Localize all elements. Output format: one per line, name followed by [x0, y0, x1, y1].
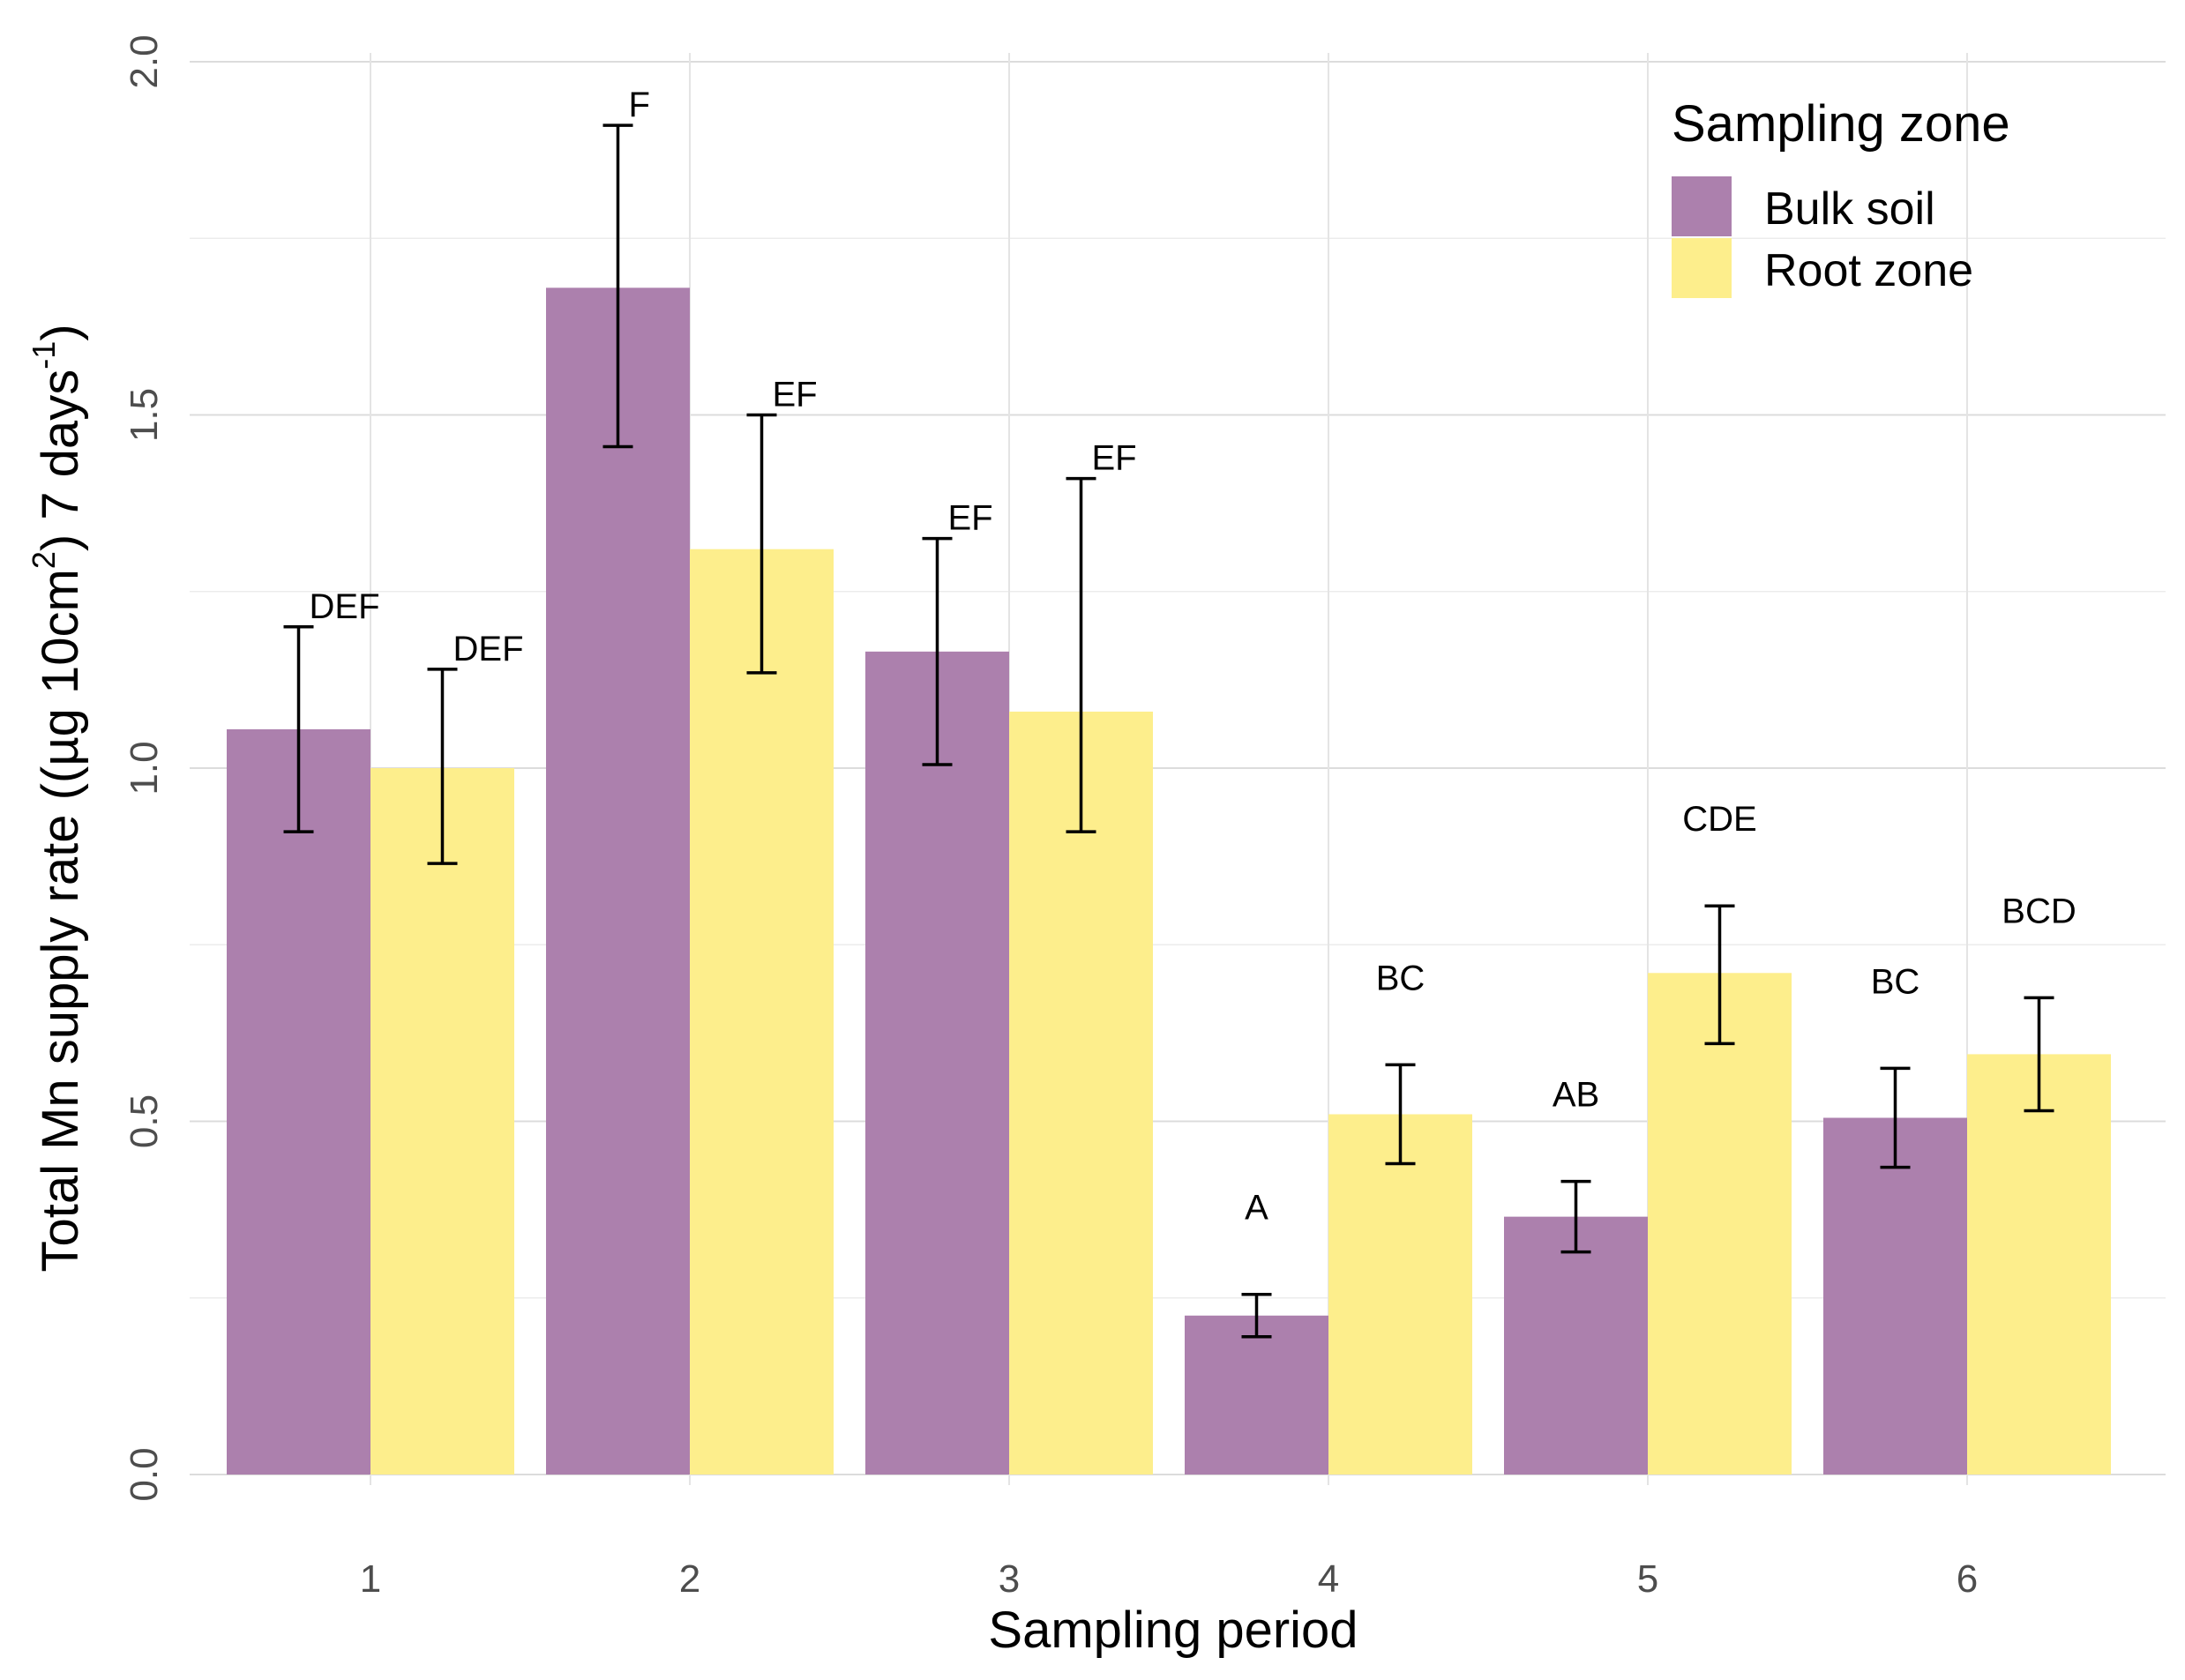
legend-label-root-zone: Root zone	[1764, 245, 1973, 296]
significance-letter: EF	[773, 376, 818, 414]
legend: Sampling zone Bulk soil Root zone	[1672, 95, 2010, 298]
significance-letter: DEF	[310, 587, 380, 626]
significance-letter: DEF	[453, 630, 524, 668]
significance-letters: DEF F EF A AB BC DEF EF EF BC CDE BCD	[310, 86, 2076, 1228]
y-tick-label: 2.0	[123, 34, 166, 88]
x-tick-label: 2	[679, 1557, 700, 1601]
y-tick-label: 1.0	[123, 741, 166, 795]
significance-letter: A	[1245, 1189, 1268, 1228]
legend-swatch-root-zone	[1672, 238, 1732, 298]
y-tick-label: 0.5	[123, 1094, 166, 1148]
significance-letter: CDE	[1682, 800, 1756, 839]
y-axis-title: Total Mn supply rate ((µg 10cm2) 7 days-…	[26, 324, 89, 1272]
x-tick-label: 5	[1637, 1557, 1658, 1601]
significance-letter: BC	[1376, 959, 1425, 997]
legend-label-bulk-soil: Bulk soil	[1764, 183, 1935, 235]
y-axis-title-end: )	[32, 324, 89, 340]
y-axis-title-main: Total Mn supply rate ((µg 10cm	[32, 569, 89, 1272]
bar	[546, 287, 690, 1475]
x-tick-label: 6	[1957, 1557, 1978, 1601]
y-axis-title-sup2: -1	[26, 341, 62, 370]
significance-letter: BCD	[2002, 892, 2076, 930]
x-tick-label: 4	[1318, 1557, 1339, 1601]
bar	[1967, 1054, 2111, 1475]
bars	[227, 287, 2111, 1475]
bar	[370, 768, 514, 1475]
bar	[1648, 973, 1792, 1475]
bar	[690, 549, 834, 1475]
y-axis-title-mid: ) 7 days	[32, 370, 89, 551]
y-axis-title-sup1: 2	[26, 551, 62, 569]
y-tick-label: 0.0	[123, 1447, 166, 1501]
x-tick-label: 3	[999, 1557, 1020, 1601]
legend-title: Sampling zone	[1672, 95, 2010, 153]
bar	[227, 728, 370, 1475]
significance-letter: EF	[948, 499, 993, 538]
legend-swatch-bulk-soil	[1672, 176, 1732, 236]
significance-letter: AB	[1553, 1076, 1599, 1115]
bar	[1823, 1117, 1967, 1475]
bar	[1185, 1315, 1328, 1475]
x-tick-label: 1	[360, 1557, 381, 1601]
y-tick-labels: 0.0 0.5 1.0 1.5 2.0	[123, 34, 166, 1501]
significance-letter: F	[629, 86, 650, 124]
bar	[865, 651, 1009, 1475]
x-axis-title: Sampling period	[988, 1602, 1358, 1659]
bar	[1328, 1114, 1472, 1475]
significance-letter: EF	[1092, 439, 1137, 478]
bar	[1504, 1216, 1648, 1475]
y-tick-label: 1.5	[123, 388, 166, 442]
bar	[1009, 711, 1153, 1475]
error-bars	[283, 123, 2054, 1339]
significance-letter: BC	[1871, 962, 1920, 1001]
x-tick-labels: 1 2 3 4 5 6	[360, 1557, 1978, 1601]
